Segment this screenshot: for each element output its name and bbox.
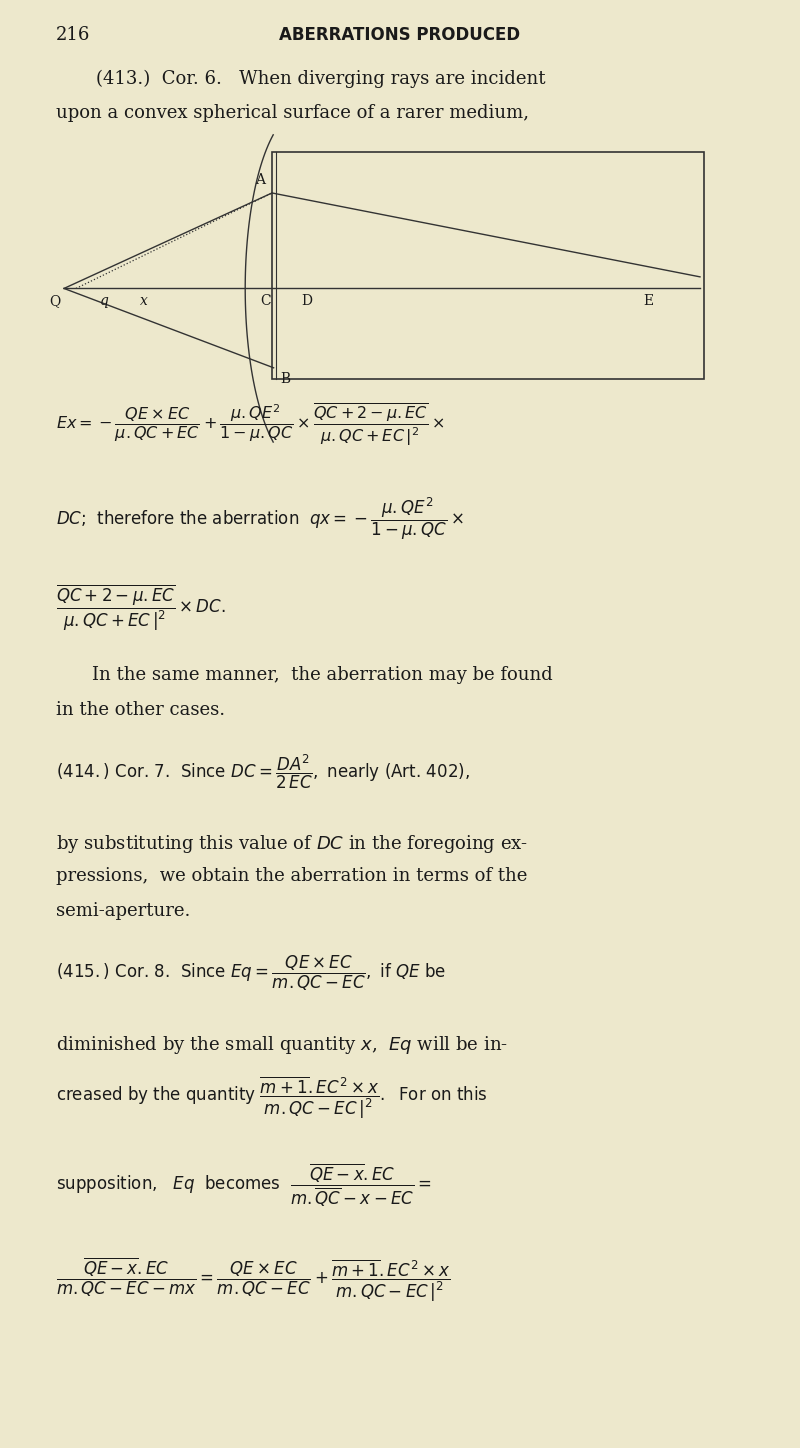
Text: D: D bbox=[301, 294, 312, 308]
Text: C: C bbox=[261, 294, 271, 308]
Text: (413.)  Cor. 6.   When diverging rays are incident: (413.) Cor. 6. When diverging rays are i… bbox=[96, 70, 546, 88]
Text: A: A bbox=[255, 174, 265, 187]
Text: by substituting this value of $DC$ in the foregoing ex-: by substituting this value of $DC$ in th… bbox=[56, 833, 528, 854]
Text: Q: Q bbox=[49, 294, 60, 308]
Text: pressions,  we obtain the aberration in terms of the: pressions, we obtain the aberration in t… bbox=[56, 867, 527, 885]
Text: $Ex = -\dfrac{QE \times EC}{\mu.QC+EC}+\dfrac{\mu.QE^{2}}{1-\mu.QC}\times\dfrac{: $Ex = -\dfrac{QE \times EC}{\mu.QC+EC}+\… bbox=[56, 401, 444, 447]
Text: $DC$;  therefore the aberration  $qx = -\dfrac{\mu.QE^{2}}{1-\mu.QC}\times$: $DC$; therefore the aberration $qx = -\d… bbox=[56, 495, 464, 542]
Text: creased by the quantity $\dfrac{\overline{m+1}.EC^{2}\times x}{m.QC-EC\,|^{2}}.$: creased by the quantity $\dfrac{\overlin… bbox=[56, 1074, 488, 1121]
Text: upon a convex spherical surface of a rarer medium,: upon a convex spherical surface of a rar… bbox=[56, 104, 529, 122]
Text: $(415.)$ Cor. 8.  Since $Eq=\dfrac{QE\times EC}{m.QC-EC},$ if $QE$ be: $(415.)$ Cor. 8. Since $Eq=\dfrac{QE\tim… bbox=[56, 954, 446, 993]
Text: supposition,   $Eq$  becomes  $\dfrac{\overline{QE-x}.EC}{m.\overline{QC}-x-EC}=: supposition, $Eq$ becomes $\dfrac{\overl… bbox=[56, 1161, 432, 1209]
Text: B: B bbox=[280, 372, 290, 387]
Text: q: q bbox=[99, 294, 109, 308]
Text: semi-aperture.: semi-aperture. bbox=[56, 902, 190, 919]
Text: x: x bbox=[140, 294, 148, 308]
Text: in the other cases.: in the other cases. bbox=[56, 701, 225, 718]
Text: In the same manner,  the aberration may be found: In the same manner, the aberration may b… bbox=[92, 666, 553, 683]
Text: $\dfrac{\overline{QC+2-\mu.EC}}{\mu.QC+EC\,|^{2}}\times DC.$: $\dfrac{\overline{QC+2-\mu.EC}}{\mu.QC+E… bbox=[56, 582, 226, 633]
Text: E: E bbox=[643, 294, 653, 308]
Text: 216: 216 bbox=[56, 26, 90, 43]
Text: ABERRATIONS PRODUCED: ABERRATIONS PRODUCED bbox=[279, 26, 521, 43]
Bar bbox=[272, 152, 704, 379]
Text: $\dfrac{\overline{QE-x}.EC}{m.QC-EC-mx}=\dfrac{QE\times EC}{m.QC-EC}+\dfrac{\ove: $\dfrac{\overline{QE-x}.EC}{m.QC-EC-mx}=… bbox=[56, 1255, 450, 1303]
Text: diminished by the small quantity $x$,  $Eq$ will be in-: diminished by the small quantity $x$, $E… bbox=[56, 1034, 508, 1056]
Text: $(414.)$ Cor. 7.  Since $DC=\dfrac{DA^{2}}{2\,EC},$ nearly (Art. 402),: $(414.)$ Cor. 7. Since $DC=\dfrac{DA^{2}… bbox=[56, 753, 470, 791]
